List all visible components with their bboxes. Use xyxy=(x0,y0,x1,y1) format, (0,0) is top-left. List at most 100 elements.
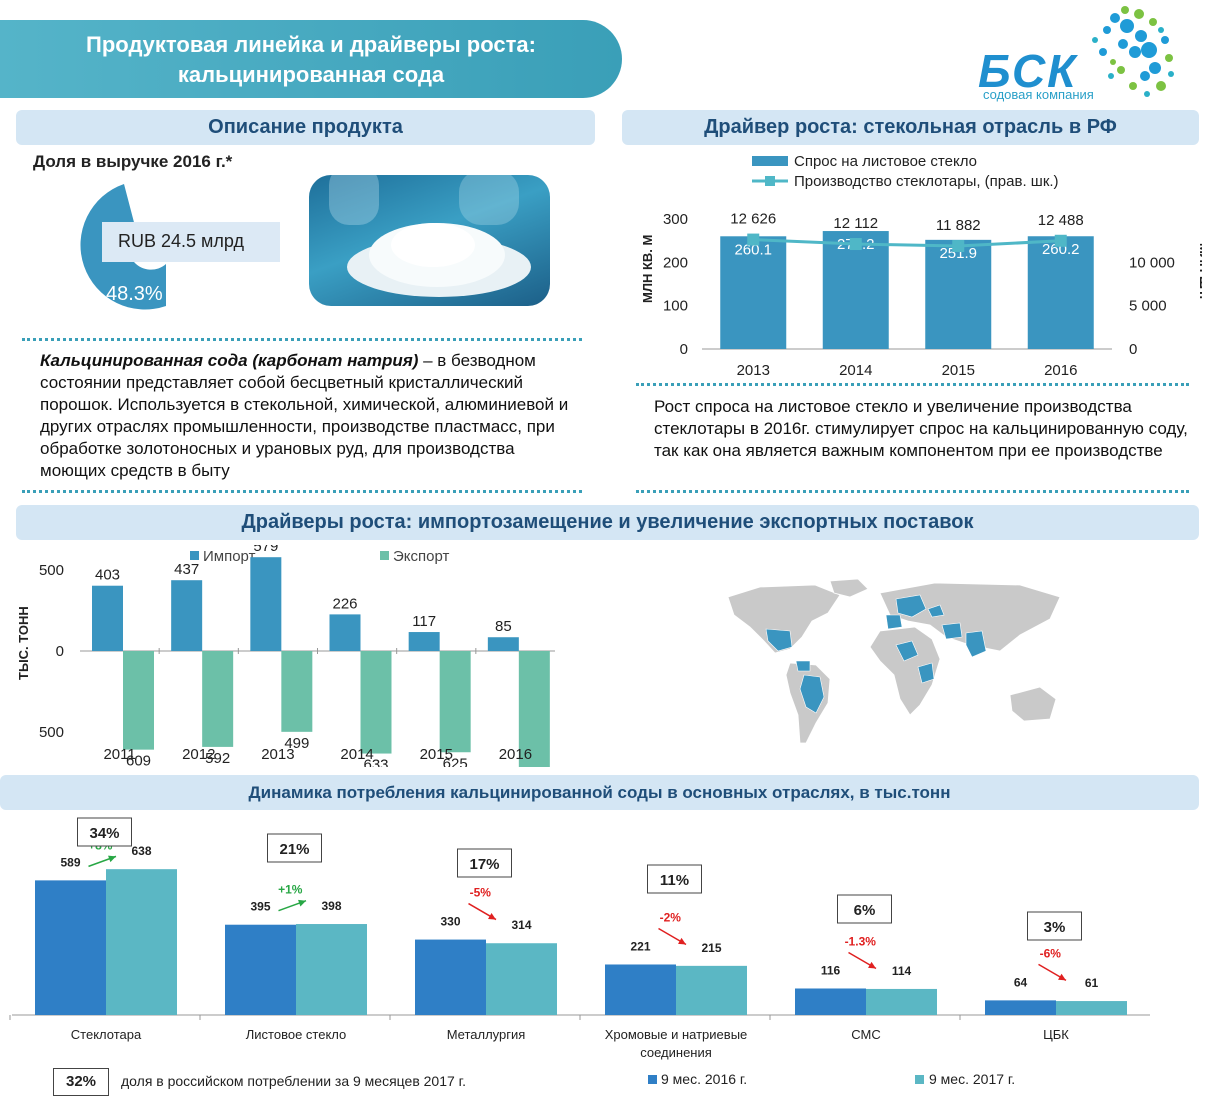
value-label-2017: 398 xyxy=(321,899,341,913)
glass-comment: Рост спроса на листовое стекло и увеличе… xyxy=(654,397,1188,460)
bar-2016 xyxy=(225,924,296,1015)
change-arrow-head xyxy=(298,899,306,907)
glass-industry-chart: Спрос на листовое стекло Производство сте… xyxy=(640,153,1202,379)
change-arrow-head xyxy=(1058,973,1066,981)
category-label: соединения xyxy=(640,1045,712,1060)
bar-2016 xyxy=(35,880,106,1015)
import-value-label: 85 xyxy=(495,618,512,635)
import-value-label: 437 xyxy=(174,561,199,578)
bar-2016 xyxy=(985,1000,1056,1015)
legend-2016-label: 9 мес. 2016 г. xyxy=(661,1071,748,1087)
value-label-2017: 314 xyxy=(511,918,531,932)
share-percent: 48.3% xyxy=(106,283,163,305)
import-value-label: 579 xyxy=(253,545,278,555)
y2-tick-label: 0 xyxy=(1129,341,1137,358)
x-tick-label: 2016 xyxy=(1044,362,1077,379)
export-value-label: 609 xyxy=(126,753,151,767)
logo-text: БСК xyxy=(978,45,1078,97)
export-value-label: 633 xyxy=(363,757,388,767)
bar-value-label: 260.1 xyxy=(734,241,772,258)
import-export-chart: ИмпортЭкспорт1 00050005001 000ТЫС. ТОНН4… xyxy=(16,545,555,767)
export-bar xyxy=(202,651,234,747)
value-label-2017: 61 xyxy=(1085,976,1099,990)
value-label-2017: 215 xyxy=(701,941,721,955)
import-bar xyxy=(329,614,361,651)
share-box xyxy=(647,864,702,894)
line-value-label: 11 882 xyxy=(936,217,981,234)
export-bar xyxy=(281,651,313,732)
value-label-2017: 114 xyxy=(892,964,912,978)
y-tick-label: 0 xyxy=(56,643,64,660)
x-tick-label: 2014 xyxy=(340,746,373,763)
glass-container-line xyxy=(753,238,1061,248)
product-section-header: Описание продукта xyxy=(16,110,595,145)
share-label: 11% xyxy=(660,872,689,889)
revenue-value: RUB 24.5 млрд xyxy=(118,231,245,251)
share-box xyxy=(77,817,132,847)
value-label-2017: 638 xyxy=(131,844,151,858)
legend-line-label: Производство стеклотары, (прав. шк.) xyxy=(794,173,1059,190)
share-label: 6% xyxy=(854,902,876,919)
x-tick-label: 2015 xyxy=(420,746,453,763)
category-label: Хромовые и натриевые xyxy=(605,1027,748,1042)
description-text: – в безводном состоянии представляет соб… xyxy=(40,351,569,480)
legend-export-label: Экспорт xyxy=(393,548,449,565)
line-point-marker xyxy=(1054,234,1067,247)
bar-2017 xyxy=(676,965,747,1015)
footnote-text: доля в российском потреблении за 9 месяц… xyxy=(121,1073,466,1089)
value-label-2016: 395 xyxy=(250,900,270,914)
change-arrow-head xyxy=(108,855,116,863)
change-label: -6% xyxy=(1040,946,1062,960)
export-value-label: 499 xyxy=(284,735,309,752)
change-label: +1% xyxy=(278,883,303,897)
import-value-label: 117 xyxy=(412,613,436,630)
import-value-label: 226 xyxy=(332,595,357,612)
share-box xyxy=(1027,911,1082,941)
glass-demand-bar xyxy=(720,236,787,349)
legend-bar-swatch xyxy=(752,156,788,166)
company-logo: БСК содовая компания xyxy=(975,0,1200,105)
change-arrow-head xyxy=(488,912,496,920)
line-point-marker xyxy=(849,238,862,251)
x-tick-label: 2015 xyxy=(942,362,975,379)
value-label-2016: 221 xyxy=(630,939,650,953)
glass-demand-bar xyxy=(925,239,992,349)
legend-bar-label: Спрос на листовое стекло xyxy=(794,153,977,170)
share-label: 21% xyxy=(279,841,309,858)
category-label: Металлургия xyxy=(447,1027,526,1042)
value-label-2016: 330 xyxy=(440,915,460,929)
bar-2017 xyxy=(486,943,557,1015)
revenue-box xyxy=(102,222,280,262)
change-label: -2% xyxy=(660,910,682,924)
y-tick-label: 500 xyxy=(39,562,64,579)
x-tick-label: 2013 xyxy=(737,362,770,379)
bar-2016 xyxy=(605,964,676,1015)
product-description: Кальцинированная сода (карбонат натрия) … xyxy=(40,350,585,482)
value-label-2016: 64 xyxy=(1014,975,1028,989)
legend-import-label: Импорт xyxy=(203,548,256,565)
change-label: -1.3% xyxy=(845,934,877,948)
divider xyxy=(22,490,582,493)
change-label: -5% xyxy=(470,886,492,900)
glass-section-header: Драйвер роста: стекольная отрасль в РФ xyxy=(622,110,1199,145)
legend-import-swatch xyxy=(190,551,199,560)
y-axis-label: МЛН КВ. М xyxy=(640,235,655,303)
x-tick-label: 2014 xyxy=(839,362,872,379)
soda-powder-image xyxy=(309,175,550,306)
share-box xyxy=(457,848,512,878)
x-tick-label: 2013 xyxy=(261,746,294,763)
logo-subtitle: содовая компания xyxy=(983,87,1094,102)
import-bar xyxy=(250,557,282,651)
share-label: Доля в выручке 2016 г.* xyxy=(33,152,233,171)
export-bar xyxy=(360,651,392,754)
consumption-chart: 589638+8%34%Стеклотара395398+1%21%Листов… xyxy=(9,817,1150,1060)
divider xyxy=(636,490,1189,493)
share-label: 34% xyxy=(89,825,119,842)
consumption-section-header: Динамика потребления кальцинированной со… xyxy=(0,775,1199,810)
export-bar xyxy=(518,651,550,767)
x-tick-label: 2011 xyxy=(103,746,135,763)
export-bar xyxy=(123,651,154,750)
category-label: Стеклотара xyxy=(71,1027,142,1042)
share-label: 17% xyxy=(469,856,499,873)
bar-2016 xyxy=(795,988,866,1015)
